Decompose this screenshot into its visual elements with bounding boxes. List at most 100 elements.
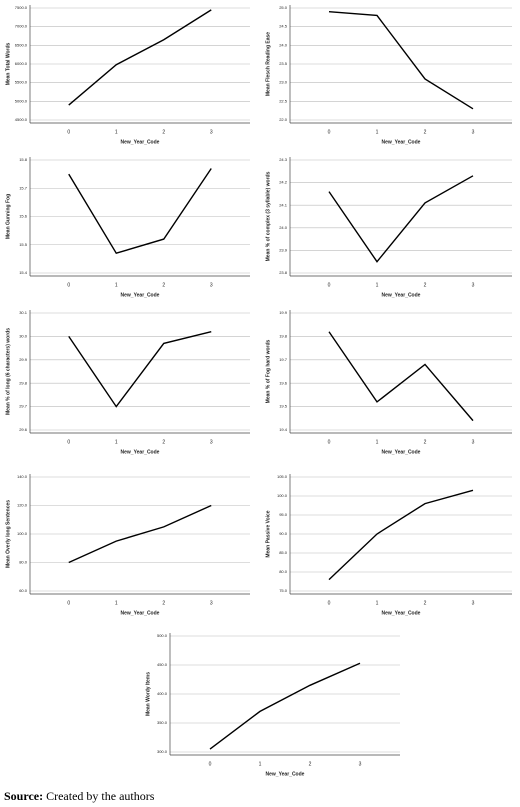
y-tick-label: 105.0 xyxy=(277,474,288,479)
x-axis-title: New_Year_Code xyxy=(121,449,160,455)
y-tick-label: 120.0 xyxy=(17,503,28,508)
data-line xyxy=(68,168,212,255)
x-tick-label: 0 xyxy=(328,600,331,606)
y-tick-label: 25.0 xyxy=(279,5,288,10)
x-tick-label: 1 xyxy=(115,439,118,445)
data-line xyxy=(328,331,474,422)
data-line xyxy=(328,489,474,581)
y-tick-label: 19.6 xyxy=(279,380,288,385)
x-tick-label: 1 xyxy=(115,600,118,606)
y-tick-label: 23.9 xyxy=(279,247,288,252)
x-tick-label: 0 xyxy=(209,761,212,767)
y-tick-label: 100.0 xyxy=(17,531,28,536)
y-tick-label: 6500.0 xyxy=(15,42,28,47)
y-tick-label: 30.0 xyxy=(19,333,28,338)
x-tick-label: 2 xyxy=(162,439,165,445)
data-line xyxy=(68,331,212,408)
data-line xyxy=(328,11,474,110)
y-axis-title: Mean % of complex (3 syllable) words xyxy=(265,171,271,261)
source-text: Created by the authors xyxy=(46,789,155,803)
x-tick-label: 1 xyxy=(115,282,118,288)
y-tick-label: 24.2 xyxy=(279,180,288,185)
x-tick-label: 3 xyxy=(472,439,475,445)
y-tick-label: 15.8 xyxy=(19,157,28,162)
x-tick-label: 0 xyxy=(328,282,331,288)
y-tick-label: 500.0 xyxy=(157,633,168,638)
y-axis-title: Mean Wordy Items xyxy=(145,672,151,716)
data-line xyxy=(328,175,474,263)
data-line xyxy=(68,9,212,106)
x-tick-label: 2 xyxy=(424,282,427,288)
y-tick-label: 15.5 xyxy=(19,242,28,247)
y-tick-label: 29.7 xyxy=(19,404,28,409)
y-axis-title: Mean Total Words xyxy=(5,42,11,85)
y-tick-label: 19.4 xyxy=(279,427,288,432)
x-tick-label: 0 xyxy=(67,439,70,445)
y-tick-label: 23.5 xyxy=(279,61,288,66)
x-tick-label: 2 xyxy=(162,129,165,135)
y-tick-label: 24.5 xyxy=(279,24,288,29)
x-tick-label: 1 xyxy=(259,761,262,767)
data-line xyxy=(209,662,361,750)
y-tick-label: 450.0 xyxy=(157,662,168,667)
y-tick-label: 15.6 xyxy=(19,214,28,219)
y-axis-title: Mean % of Fog hard words xyxy=(265,339,271,403)
y-tick-label: 90.0 xyxy=(279,531,288,536)
y-axis-title: Mean Flesch Reading Ease xyxy=(265,32,271,96)
x-tick-label: 1 xyxy=(376,439,379,445)
x-tick-label: 0 xyxy=(328,439,331,445)
x-tick-label: 1 xyxy=(376,129,379,135)
x-axis-title: New_Year_Code xyxy=(382,292,421,298)
x-axis-title: New_Year_Code xyxy=(382,449,421,455)
x-tick-label: 3 xyxy=(210,600,213,606)
y-tick-label: 19.8 xyxy=(279,333,288,338)
x-tick-label: 0 xyxy=(67,282,70,288)
y-tick-label: 15.4 xyxy=(19,270,28,275)
x-tick-label: 3 xyxy=(210,282,213,288)
y-tick-label: 24.1 xyxy=(279,202,288,207)
source-caption: Source: Created by the authors xyxy=(4,789,155,803)
y-tick-label: 15.7 xyxy=(19,185,28,190)
y-tick-label: 23.0 xyxy=(279,80,288,85)
y-tick-label: 80.0 xyxy=(19,560,28,565)
y-tick-label: 23.8 xyxy=(279,270,288,275)
x-tick-label: 3 xyxy=(472,600,475,606)
x-axis-title: New_Year_Code xyxy=(121,610,160,616)
x-tick-label: 1 xyxy=(376,282,379,288)
x-axis-title: New_Year_Code xyxy=(266,771,305,777)
y-tick-label: 60.0 xyxy=(19,588,28,593)
y-tick-label: 5500.0 xyxy=(15,80,28,85)
x-tick-label: 2 xyxy=(309,761,312,767)
x-tick-label: 2 xyxy=(424,600,427,606)
y-tick-label: 19.9 xyxy=(279,310,288,315)
y-tick-label: 4500.0 xyxy=(15,117,28,122)
x-tick-label: 2 xyxy=(162,282,165,288)
x-tick-label: 2 xyxy=(424,129,427,135)
y-axis-title: Mean Passive Voice xyxy=(265,510,271,557)
x-tick-label: 3 xyxy=(359,761,362,767)
y-tick-label: 19.7 xyxy=(279,357,288,362)
x-axis-title: New_Year_Code xyxy=(382,610,421,616)
y-tick-label: 24.0 xyxy=(279,42,288,47)
x-axis-title: New_Year_Code xyxy=(382,139,421,145)
x-tick-label: 0 xyxy=(67,600,70,606)
x-tick-label: 1 xyxy=(376,600,379,606)
y-tick-label: 22.0 xyxy=(279,117,288,122)
y-tick-label: 22.5 xyxy=(279,98,288,103)
x-tick-label: 3 xyxy=(210,129,213,135)
y-tick-label: 95.0 xyxy=(279,512,288,517)
x-tick-label: 0 xyxy=(67,129,70,135)
x-tick-label: 0 xyxy=(328,129,331,135)
y-tick-label: 350.0 xyxy=(157,720,168,725)
y-tick-label: 140.0 xyxy=(17,474,28,479)
x-tick-label: 1 xyxy=(115,129,118,135)
source-label: Source: xyxy=(4,789,43,803)
y-tick-label: 400.0 xyxy=(157,691,168,696)
x-axis-title: New_Year_Code xyxy=(121,139,160,145)
y-axis-title: Mean % of long (6 characters) words xyxy=(5,328,11,415)
x-axis-title: New_Year_Code xyxy=(121,292,160,298)
y-tick-label: 80.0 xyxy=(279,569,288,574)
x-tick-label: 3 xyxy=(210,439,213,445)
data-line xyxy=(68,504,212,564)
y-tick-label: 5000.0 xyxy=(15,98,28,103)
